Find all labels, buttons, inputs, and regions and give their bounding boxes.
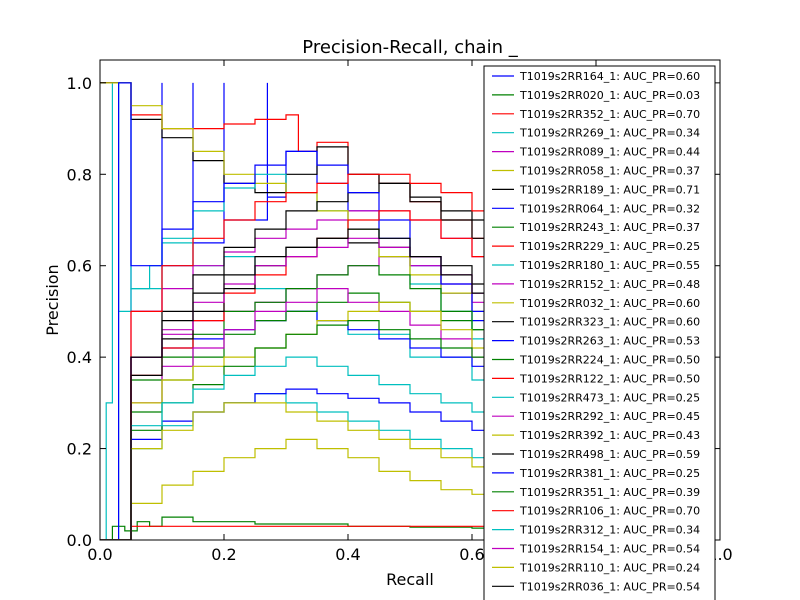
legend-entry: T1019s2RR064_1: AUC_PR=0.32 <box>519 202 700 215</box>
y-tick-label: 0.2 <box>67 440 92 459</box>
x-tick-label: 0.2 <box>211 545 236 564</box>
legend-entry: T1019s2RR089_1: AUC_PR=0.44 <box>519 146 700 159</box>
series-line-15 <box>100 265 535 540</box>
legend-entry: T1019s2RR473_1: AUC_PR=0.25 <box>519 391 700 404</box>
legend-entry: T1019s2RR154_1: AUC_PR=0.54 <box>519 543 700 556</box>
y-axis-ticks: 0.0 0.2 0.4 0.6 0.8 1.0 <box>67 74 720 550</box>
series-line-24 <box>100 356 535 540</box>
legend-entry: T1019s2RR381_1: AUC_PR=0.25 <box>519 467 700 480</box>
legend: T1019s2RR164_1: AUC_PR=0.60 T1019s2RR020_… <box>483 65 716 600</box>
y-tick-label: 0.8 <box>67 165 92 184</box>
plot-area <box>100 82 535 540</box>
legend-entry: T1019s2RR032_1: AUC_PR=0.60 <box>519 297 700 310</box>
legend-entry: T1019s2RR106_1: AUC_PR=0.70 <box>519 505 700 518</box>
legend-entry: T1019s2RR180_1: AUC_PR=0.55 <box>519 259 700 272</box>
legend-entry: T1019s2RR243_1: AUC_PR=0.37 <box>519 221 700 234</box>
legend-entry: T1019s2RR269_1: AUC_PR=0.34 <box>519 127 700 140</box>
series-line-13 <box>100 182 535 540</box>
x-tick-label: 0.6 <box>459 545 484 564</box>
series-line-5 <box>100 438 535 540</box>
y-tick-label: 0.0 <box>67 531 92 550</box>
legend-entry: T1019s2RR392_1: AUC_PR=0.43 <box>519 429 700 442</box>
legend-entry: T1019s2RR263_1: AUC_PR=0.53 <box>519 335 700 348</box>
legend-entry: T1019s2RR498_1: AUC_PR=0.59 <box>519 448 700 461</box>
legend-entry: T1019s2RR164_1: AUC_PR=0.60 <box>519 70 700 83</box>
legend-entry: T1019s2RR110_1: AUC_PR=0.24 <box>519 561 700 574</box>
series-line-23 <box>100 173 535 540</box>
x-axis-label: Recall <box>386 570 434 589</box>
series-line-6 <box>100 82 535 257</box>
legend-entry: T1019s2RR352_1: AUC_PR=0.70 <box>519 108 700 121</box>
legend-entry: T1019s2RR292_1: AUC_PR=0.45 <box>519 410 700 423</box>
series-line-21 <box>100 388 535 540</box>
legend-entry: T1019s2RR152_1: AUC_PR=0.48 <box>519 278 700 291</box>
legend-entry: T1019s2RR312_1: AUC_PR=0.34 <box>519 524 700 537</box>
plot-frame <box>99 59 721 541</box>
series-line-9 <box>100 525 534 540</box>
legend-box <box>483 65 716 600</box>
legend-entry: T1019s2RR351_1: AUC_PR=0.39 <box>519 486 700 499</box>
series-line-27 <box>100 228 535 540</box>
y-tick-label: 1.0 <box>67 74 92 93</box>
legend-entry: T1019s2RR020_1: AUC_PR=0.03 <box>519 89 700 102</box>
legend-entry: T1019s2RR323_1: AUC_PR=0.60 <box>519 316 700 329</box>
legend-entry: T1019s2RR122_1: AUC_PR=0.50 <box>519 372 700 385</box>
legend-entry: T1019s2RR189_1: AUC_PR=0.71 <box>519 183 700 196</box>
legend-entry: T1019s2RR224_1: AUC_PR=0.50 <box>519 354 700 367</box>
series-line-26 <box>100 402 535 540</box>
legend-entry: T1019s2RR058_1: AUC_PR=0.37 <box>519 165 700 178</box>
x-tick-label: 0.0 <box>87 545 112 564</box>
series-line-1 <box>100 516 535 540</box>
y-tick-label: 0.4 <box>67 348 92 367</box>
x-tick-label: 0.4 <box>335 545 360 564</box>
y-axis-label: Precision <box>43 264 62 335</box>
legend-entry: T1019s2RR036_1: AUC_PR=0.54 <box>519 580 700 593</box>
series-line-19 <box>100 301 535 540</box>
chart-title: Precision-Recall, chain _ <box>302 37 518 58</box>
legend-entry: T1019s2RR229_1: AUC_PR=0.25 <box>519 240 700 253</box>
y-tick-label: 0.6 <box>67 257 92 276</box>
